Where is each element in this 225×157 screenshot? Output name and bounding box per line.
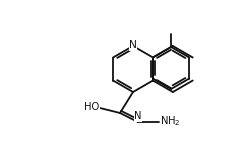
Text: NH$_2$: NH$_2$ [160, 115, 180, 128]
Text: HO: HO [84, 103, 99, 113]
Text: N: N [134, 111, 142, 121]
Text: N: N [129, 41, 137, 51]
